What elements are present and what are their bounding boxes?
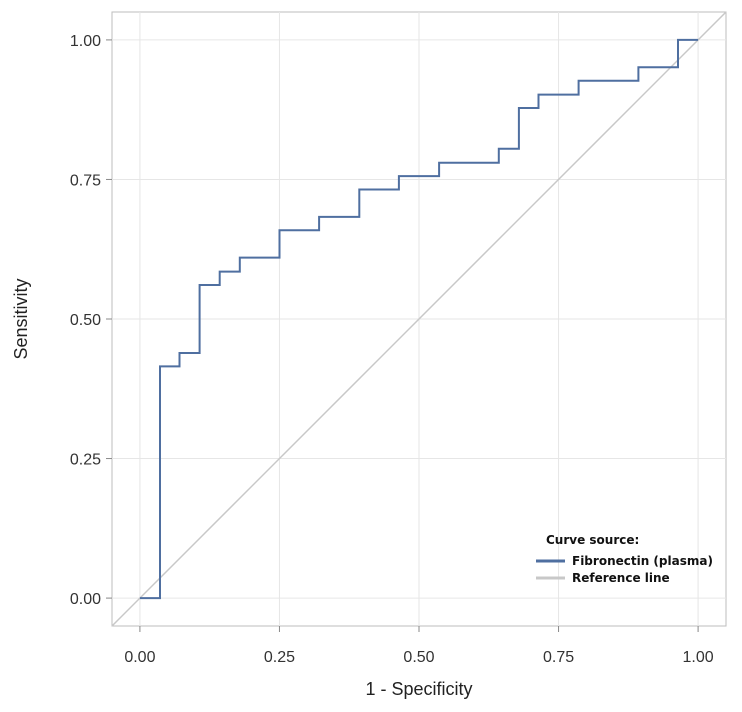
legend-entry-fibronectin: Fibronectin (plasma) — [572, 554, 713, 568]
y-tick-label: 0.00 — [70, 591, 101, 608]
x-tick-label: 0.00 — [124, 649, 155, 666]
tick-labels: 0.00 0.25 0.50 0.75 1.00 0.00 0.25 0.50 0.75 1.00 — [70, 33, 714, 666]
x-axis-title: 1 - Specificity — [365, 679, 472, 699]
legend-title: Curve source: — [546, 533, 639, 547]
y-axis-title: Sensitivity — [11, 278, 31, 359]
grid — [112, 12, 726, 626]
legend-entry-reference: Reference line — [572, 571, 670, 585]
y-tick-label: 0.25 — [70, 452, 101, 469]
reference-line — [111, 11, 727, 627]
y-tick-label: 0.75 — [70, 172, 101, 189]
x-tick-label: 1.00 — [683, 649, 714, 666]
x-tick-label: 0.75 — [543, 649, 574, 666]
y-tick-label: 1.00 — [70, 33, 101, 50]
roc-curve-fibronectin — [139, 38, 699, 600]
x-tick-label: 0.50 — [403, 649, 434, 666]
legend: Curve source: Fibronectin (plasma) Refer… — [536, 533, 713, 585]
y-tick-label: 0.50 — [70, 312, 101, 329]
series-layer — [111, 11, 727, 627]
x-tick-label: 0.25 — [264, 649, 295, 666]
